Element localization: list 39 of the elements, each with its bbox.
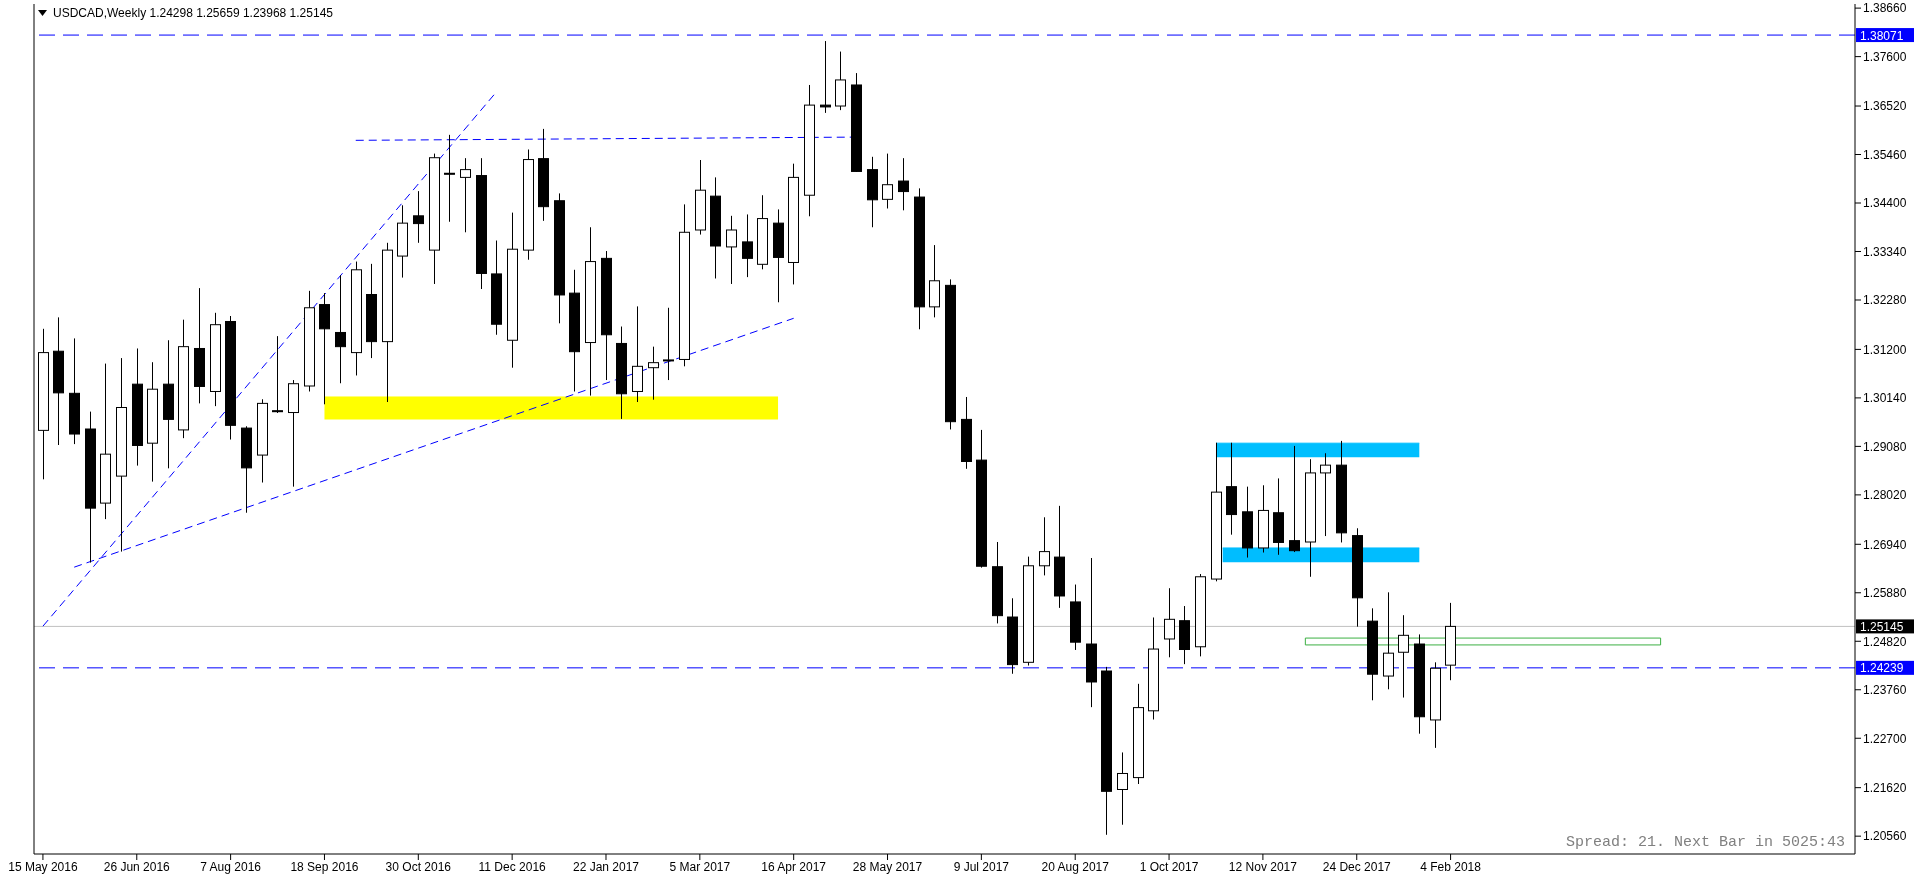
y-tick-label: 1.31200 — [1863, 342, 1907, 357]
x-tick-label: 5 Mar 2017 — [669, 859, 731, 874]
x-tick-label: 4 Feb 2018 — [1420, 859, 1482, 874]
x-tick-label: 30 Oct 2016 — [385, 859, 452, 874]
x-tick-label: 20 Aug 2017 — [1041, 859, 1110, 874]
x-tick-label: 12 Nov 2017 — [1228, 859, 1298, 874]
y-tick-label: 1.37600 — [1863, 49, 1907, 64]
y-tick-label: 1.24820 — [1863, 634, 1907, 649]
x-tick-label: 11 Dec 2016 — [478, 859, 547, 874]
y-tick-label: 1.22700 — [1863, 731, 1907, 746]
x-tick-label: 1 Oct 2017 — [1139, 859, 1199, 874]
x-tick-label: 22 Jan 2017 — [572, 859, 640, 874]
y-tick-label: 1.21620 — [1863, 780, 1907, 795]
y-tick-label: 1.28020 — [1863, 488, 1907, 503]
y-tick-label: 1.25880 — [1863, 586, 1907, 601]
y-tick-label: 1.29080 — [1863, 439, 1907, 454]
y-tick-label: 1.32280 — [1863, 293, 1907, 308]
y-tick-label: 1.34400 — [1863, 196, 1907, 211]
x-tick-label: 26 Jun 2016 — [103, 859, 171, 874]
y-tick-label: 1.26940 — [1863, 537, 1907, 552]
y-tick-label: 1.20560 — [1863, 829, 1907, 844]
x-tick-label: 16 Apr 2017 — [761, 859, 827, 874]
ref-line-label: 1.25145 — [1860, 619, 1904, 634]
x-tick-label: 24 Dec 2017 — [1322, 859, 1392, 874]
y-tick-label: 1.35460 — [1863, 147, 1907, 162]
x-tick-label: 28 May 2017 — [852, 859, 923, 874]
x-tick-label: 7 Aug 2016 — [200, 859, 262, 874]
chart-title: USDCAD,Weekly 1.24298 1.25659 1.23968 1.25145 — [53, 6, 333, 20]
ref-line-label: 1.24239 — [1860, 661, 1904, 676]
x-tick-label: 9 Jul 2017 — [953, 859, 1010, 874]
y-tick-label: 1.38660 — [1863, 1, 1907, 16]
y-tick-label: 1.30140 — [1863, 391, 1907, 406]
x-tick-label: 18 Sep 2016 — [290, 859, 359, 874]
y-tick-label: 1.23760 — [1863, 683, 1907, 698]
ref-line-label: 1.38071 — [1860, 28, 1904, 43]
x-tick-label: 15 May 2016 — [8, 859, 78, 874]
y-tick-label: 1.33340 — [1863, 244, 1907, 259]
y-tick-label: 1.36520 — [1863, 99, 1907, 114]
annotation: Spread: 21. Next Bar in 5025:43 — [1565, 834, 1845, 851]
